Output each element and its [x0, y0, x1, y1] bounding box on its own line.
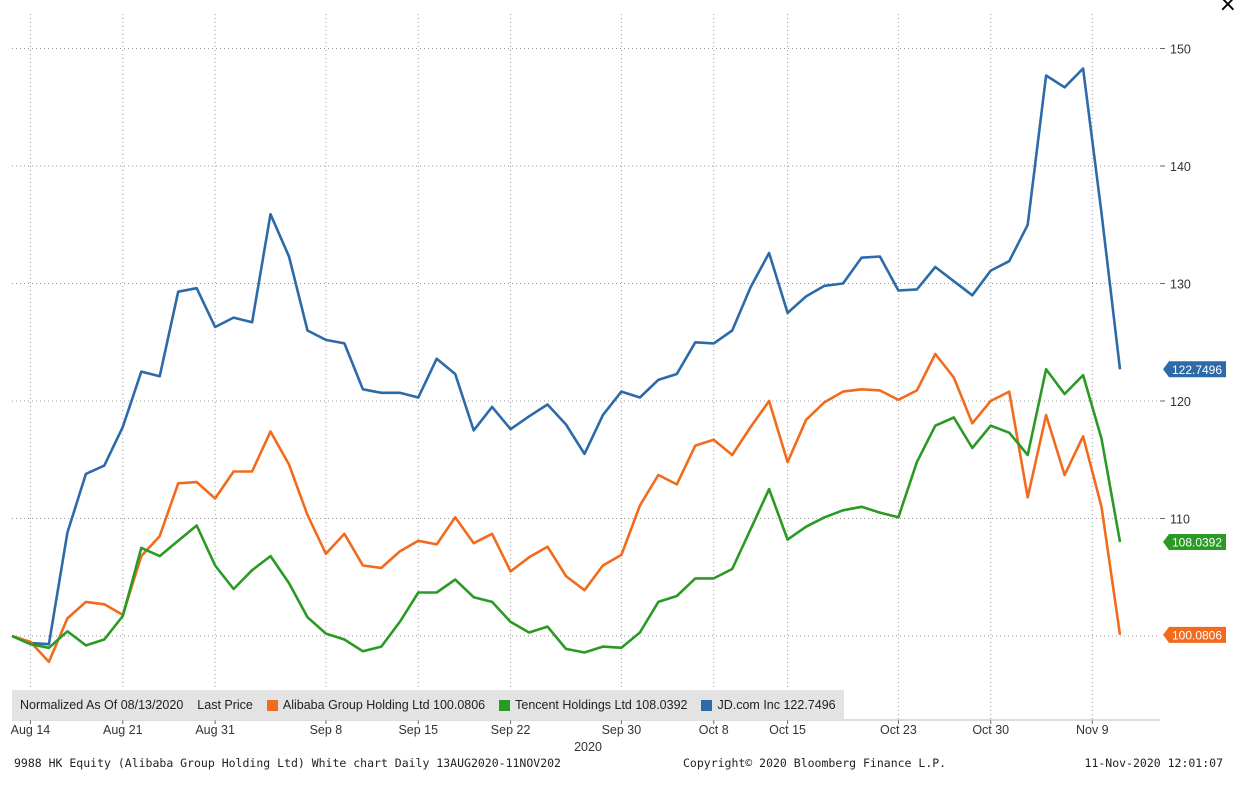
- y-tick-label: 110: [1170, 513, 1190, 527]
- legend-swatch-jd: [701, 699, 713, 711]
- legend-label-alibaba: Alibaba Group Holding Ltd 100.0806: [282, 698, 486, 712]
- chart-legend: Normalized As Of 08/13/2020 Last Price A…: [12, 690, 844, 720]
- x-tick-label: Aug 21: [103, 723, 143, 737]
- footer-copyright: Copyright© 2020 Bloomberg Finance L.P.: [683, 756, 947, 770]
- legend-label-tencent: Tencent Holdings Ltd 108.0392: [515, 698, 688, 712]
- x-tick-label: Sep 8: [310, 723, 343, 737]
- series-line: [11, 367, 1122, 654]
- y-tick-label: 120: [1170, 395, 1191, 409]
- legend-swatch-alibaba: [266, 699, 278, 711]
- last-value-label: 108.0392: [1172, 536, 1222, 550]
- last-value-badge: [1163, 626, 1226, 643]
- legend-item-alibaba: Alibaba Group Holding Ltd 100.0806: [266, 698, 486, 712]
- x-tick-label: Nov 9: [1076, 723, 1109, 737]
- x-tick-label: Oct 8: [699, 723, 729, 737]
- last-value-badge: [1163, 361, 1226, 378]
- series-line: [11, 352, 1122, 664]
- x-tick-label: Sep 30: [602, 723, 642, 737]
- close-icon[interactable]: ×: [1218, 0, 1237, 17]
- chart-grid: [12, 14, 1160, 720]
- legend-item-jd: JD.com Inc 122.7496: [701, 698, 836, 712]
- x-tick-label: Oct 15: [769, 723, 806, 737]
- legend-item-tencent: Tencent Holdings Ltd 108.0392: [499, 698, 687, 712]
- last-value-badge: [1163, 534, 1226, 550]
- legend-price-label: Last Price: [197, 698, 253, 712]
- y-axis: 150 140 130 120 110: [1160, 43, 1191, 527]
- y-tick-label: 150: [1170, 43, 1191, 57]
- x-tick-label: Aug 14: [11, 723, 51, 737]
- x-axis-year-label: 2020: [574, 740, 602, 754]
- series-line: [11, 67, 1122, 646]
- last-value-label: 122.7496: [1172, 363, 1222, 377]
- chart-series: [11, 67, 1122, 664]
- x-tick-label: Oct 23: [880, 723, 917, 737]
- legend-normalized-note: Normalized As Of 08/13/2020: [20, 698, 184, 712]
- footer-security-info: 9988 HK Equity (Alibaba Group Holding Lt…: [14, 756, 561, 770]
- y-tick-label: 140: [1170, 160, 1191, 174]
- footer-timestamp: 11-Nov-2020 12:01:07: [1084, 756, 1223, 770]
- x-tick-label: Sep 22: [491, 723, 531, 737]
- x-tick-label: Oct 30: [972, 723, 1009, 737]
- legend-swatch-tencent: [499, 699, 511, 711]
- x-tick-label: Aug 31: [195, 723, 235, 737]
- legend-label-jd: JD.com Inc 122.7496: [717, 698, 836, 712]
- y-tick-label: 130: [1170, 278, 1191, 292]
- x-tick-label: Sep 15: [398, 723, 438, 737]
- last-value-labels: 122.7496 100.0806 108.0392: [1163, 361, 1226, 643]
- last-value-label: 100.0806: [1172, 628, 1222, 642]
- x-axis: Aug 14 Aug 21 Aug 31 Sep 8 Sep 15 Sep 22 Sep 3…: [11, 719, 1160, 754]
